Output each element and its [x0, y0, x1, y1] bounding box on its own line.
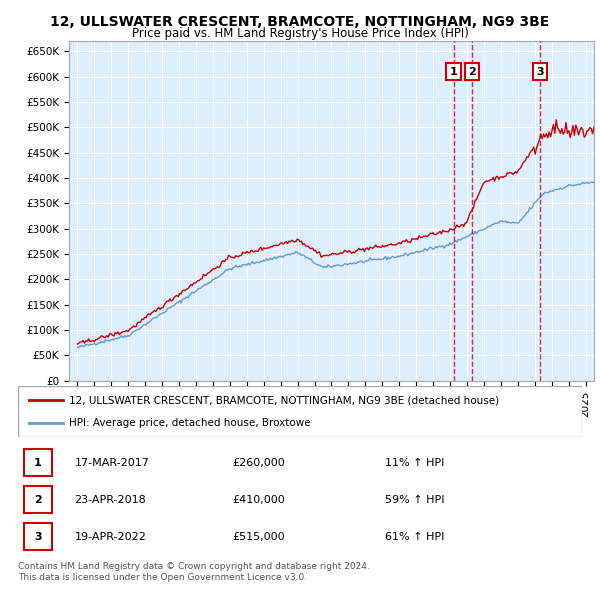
Text: 3: 3 [536, 67, 544, 77]
FancyBboxPatch shape [23, 486, 52, 513]
Text: This data is licensed under the Open Government Licence v3.0.: This data is licensed under the Open Gov… [18, 573, 307, 582]
Text: 1: 1 [450, 67, 457, 77]
Text: 17-MAR-2017: 17-MAR-2017 [74, 458, 149, 468]
Text: 12, ULLSWATER CRESCENT, BRAMCOTE, NOTTINGHAM, NG9 3BE: 12, ULLSWATER CRESCENT, BRAMCOTE, NOTTIN… [50, 15, 550, 29]
Text: 2: 2 [34, 494, 41, 504]
Text: 1: 1 [34, 458, 41, 468]
Text: 12, ULLSWATER CRESCENT, BRAMCOTE, NOTTINGHAM, NG9 3BE (detached house): 12, ULLSWATER CRESCENT, BRAMCOTE, NOTTIN… [69, 395, 499, 405]
Text: Contains HM Land Registry data © Crown copyright and database right 2024.: Contains HM Land Registry data © Crown c… [18, 562, 370, 571]
Text: Price paid vs. HM Land Registry's House Price Index (HPI): Price paid vs. HM Land Registry's House … [131, 27, 469, 40]
Text: 23-APR-2018: 23-APR-2018 [74, 494, 146, 504]
Text: HPI: Average price, detached house, Broxtowe: HPI: Average price, detached house, Brox… [69, 418, 310, 428]
Text: 11% ↑ HPI: 11% ↑ HPI [385, 458, 444, 468]
Text: 61% ↑ HPI: 61% ↑ HPI [385, 532, 444, 542]
Text: 3: 3 [34, 532, 41, 542]
Text: £410,000: £410,000 [232, 494, 285, 504]
Text: 19-APR-2022: 19-APR-2022 [74, 532, 146, 542]
Text: £260,000: £260,000 [232, 458, 285, 468]
Text: 59% ↑ HPI: 59% ↑ HPI [385, 494, 444, 504]
FancyBboxPatch shape [23, 523, 52, 550]
FancyBboxPatch shape [23, 449, 52, 476]
Text: £515,000: £515,000 [232, 532, 285, 542]
Text: 2: 2 [469, 67, 476, 77]
FancyBboxPatch shape [18, 386, 582, 437]
